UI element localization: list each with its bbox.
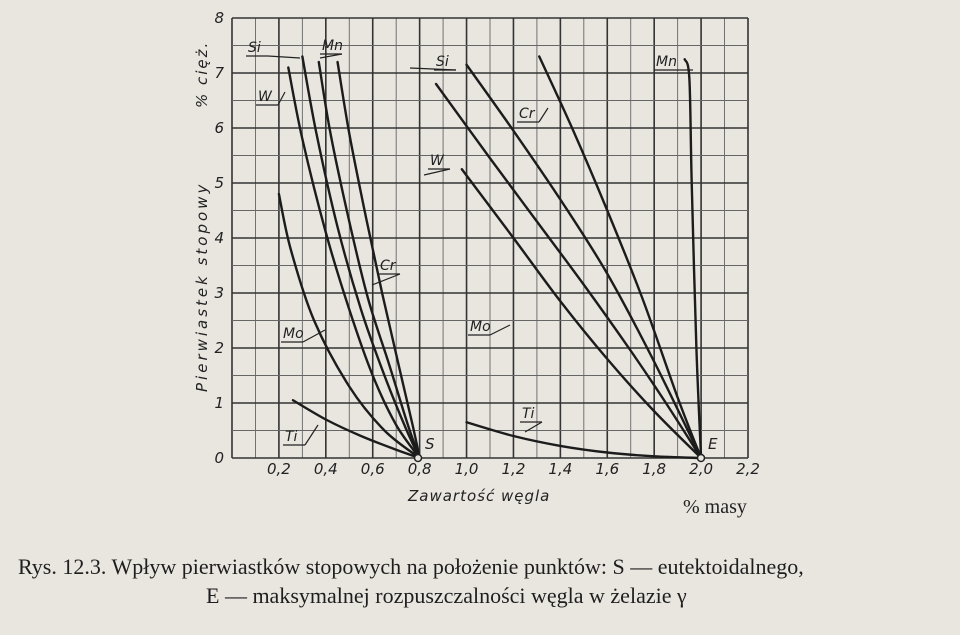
x-tick-label: 0,8 — [408, 460, 432, 478]
x-tick-label: 0,6 — [361, 460, 385, 478]
curve-e-si — [465, 63, 703, 460]
curve-e-cr — [538, 55, 703, 460]
curve-label-e-mo: Mo — [470, 319, 491, 335]
x-tick-label: 0,4 — [314, 460, 338, 478]
figure-caption: Rys. 12.3. Wpływ pierwiastków stopowych … — [18, 552, 943, 610]
curve-label-s-mn: Mn — [322, 38, 343, 54]
x-tick-label: 2,2 — [736, 460, 760, 478]
label-leaders — [246, 53, 693, 446]
y-axis-unit: % cięż. — [193, 41, 211, 108]
label-leader — [319, 53, 343, 59]
y-tick-label: 7 — [214, 64, 224, 82]
curve-s-si — [301, 55, 421, 460]
label-leader — [538, 107, 549, 123]
grid — [231, 17, 749, 459]
point-e-label: E — [708, 435, 718, 453]
caption-line-1: Rys. 12.3. Wpływ pierwiastków stopowych … — [18, 554, 804, 579]
curve-label-e-si: Si — [436, 54, 449, 70]
curve-labels: Ti Mo W Si Mn Cr Ti Mo W Si Cr Mn — [248, 38, 677, 445]
curve-label-s-w: W — [258, 89, 273, 105]
y-tick-label: 5 — [214, 174, 224, 192]
x-tick-label: 1,4 — [548, 460, 572, 478]
label-leader — [267, 55, 301, 59]
y-tick-label: 0 — [214, 449, 224, 467]
y-tick-label: 3 — [214, 284, 224, 302]
label-leader — [409, 67, 457, 71]
x-tick-label: 1,8 — [642, 460, 666, 478]
label-leader — [277, 91, 286, 106]
x-tick-label: 1,2 — [502, 460, 526, 478]
curve-s-mo — [277, 192, 421, 460]
label-leader — [304, 424, 319, 446]
y-tick-label: 8 — [214, 9, 224, 27]
label-leader — [524, 421, 543, 433]
caption-line-2: E — maksymalnej rozpuszczalności węgla w… — [206, 583, 687, 608]
curves — [277, 55, 703, 460]
curve-label-e-mn: Mn — [656, 54, 677, 70]
y-tick-label: 1 — [214, 394, 224, 412]
curve-e-mo — [460, 168, 703, 460]
curve-label-e-w: W — [430, 153, 445, 169]
curve-s-w — [287, 66, 421, 460]
point-s-label: S — [425, 435, 435, 453]
curve-s-ti — [291, 399, 421, 460]
curve-s-mn — [317, 60, 421, 460]
curve-e-mn — [683, 58, 703, 460]
x-tick-label: 2,0 — [689, 460, 713, 478]
curve-e-w — [434, 82, 703, 460]
curve-e-ti — [465, 421, 703, 460]
curve-label-e-cr: Cr — [519, 106, 536, 122]
curve-label-s-si: Si — [248, 40, 261, 56]
y-tick-label: 6 — [214, 119, 224, 137]
point-e-marker — [696, 453, 706, 463]
label-leader — [489, 324, 511, 336]
x-tick-label: 0,2 — [267, 460, 291, 478]
curve-label-s-cr: Cr — [380, 258, 397, 274]
x-unit-label: % masy — [683, 496, 747, 518]
label-leader — [371, 273, 401, 286]
curve-label-e-ti: Ti — [522, 406, 535, 422]
x-axis-title: Zawartość węgla — [407, 487, 550, 505]
tick-labels: 0,2 0,4 0,6 0,8 1,0 1,2 1,4 1,6 1,8 2,0 2,2 0 1 2 3 4 5 6… — [214, 9, 759, 478]
x-tick-label: 1,0 — [455, 460, 479, 478]
x-tick-label: 1,6 — [595, 460, 619, 478]
curve-label-s-ti: Ti — [285, 429, 298, 445]
label-leader — [423, 168, 451, 176]
curve-label-s-mo: Mo — [283, 326, 304, 342]
y-axis-title: Pierwiastek stopowy — [193, 182, 211, 392]
label-leader — [302, 329, 326, 343]
y-tick-label: 2 — [214, 339, 224, 357]
curve-s-cr — [336, 60, 421, 460]
y-tick-label: 4 — [214, 229, 224, 247]
point-s-marker — [413, 453, 423, 463]
